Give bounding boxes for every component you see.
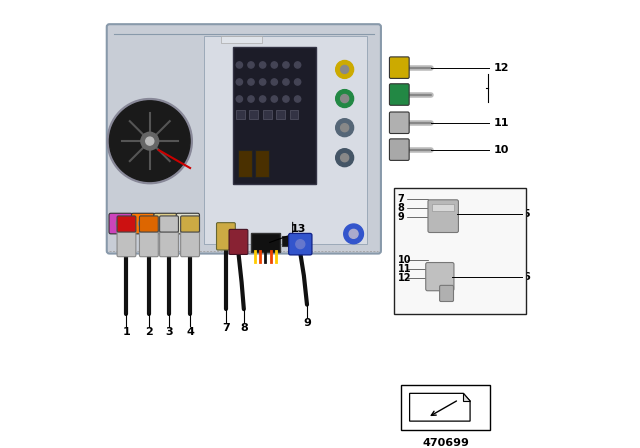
Text: 13: 13 xyxy=(291,224,307,234)
FancyBboxPatch shape xyxy=(154,213,177,234)
Text: 11: 11 xyxy=(397,264,411,274)
FancyBboxPatch shape xyxy=(289,233,312,255)
Circle shape xyxy=(294,62,301,68)
FancyBboxPatch shape xyxy=(159,229,179,257)
Circle shape xyxy=(161,219,170,228)
Polygon shape xyxy=(410,393,470,421)
Text: 7: 7 xyxy=(222,323,230,332)
Text: 5: 5 xyxy=(522,209,530,219)
FancyBboxPatch shape xyxy=(109,213,132,234)
FancyBboxPatch shape xyxy=(401,385,490,430)
Circle shape xyxy=(236,96,243,102)
Circle shape xyxy=(248,79,254,85)
Circle shape xyxy=(294,96,301,102)
Circle shape xyxy=(183,219,192,228)
Circle shape xyxy=(107,99,192,184)
FancyBboxPatch shape xyxy=(289,110,298,119)
Text: 9: 9 xyxy=(397,212,404,222)
Circle shape xyxy=(259,62,266,68)
FancyBboxPatch shape xyxy=(249,110,258,119)
FancyBboxPatch shape xyxy=(389,84,409,105)
FancyBboxPatch shape xyxy=(426,263,454,291)
Circle shape xyxy=(271,79,278,85)
FancyBboxPatch shape xyxy=(229,229,248,254)
Circle shape xyxy=(336,90,353,108)
Circle shape xyxy=(336,119,353,137)
FancyBboxPatch shape xyxy=(262,110,271,119)
FancyBboxPatch shape xyxy=(239,150,252,177)
FancyBboxPatch shape xyxy=(117,229,136,257)
Text: 7: 7 xyxy=(397,194,404,204)
Text: 3: 3 xyxy=(165,327,173,337)
FancyBboxPatch shape xyxy=(140,216,158,232)
FancyBboxPatch shape xyxy=(180,229,200,257)
FancyBboxPatch shape xyxy=(282,236,303,246)
Circle shape xyxy=(283,62,289,68)
Circle shape xyxy=(109,101,190,181)
Text: 8: 8 xyxy=(240,323,248,332)
FancyBboxPatch shape xyxy=(216,223,236,250)
FancyBboxPatch shape xyxy=(221,36,262,43)
Text: 6: 6 xyxy=(522,272,531,282)
FancyBboxPatch shape xyxy=(180,216,200,232)
Text: 1: 1 xyxy=(123,327,131,337)
FancyBboxPatch shape xyxy=(276,110,285,119)
Circle shape xyxy=(236,62,243,68)
Polygon shape xyxy=(463,393,470,401)
FancyBboxPatch shape xyxy=(159,216,179,232)
FancyBboxPatch shape xyxy=(428,200,458,233)
Text: 11: 11 xyxy=(494,118,509,128)
FancyBboxPatch shape xyxy=(440,285,454,302)
FancyBboxPatch shape xyxy=(131,213,155,234)
Circle shape xyxy=(248,96,254,102)
FancyBboxPatch shape xyxy=(389,57,409,78)
Text: 10: 10 xyxy=(397,255,411,265)
Text: 10: 10 xyxy=(494,145,509,155)
Text: 2: 2 xyxy=(145,327,153,337)
FancyBboxPatch shape xyxy=(117,216,136,232)
FancyBboxPatch shape xyxy=(255,150,269,177)
Circle shape xyxy=(141,132,159,150)
Text: 9: 9 xyxy=(303,318,311,328)
FancyBboxPatch shape xyxy=(432,204,454,211)
Circle shape xyxy=(271,96,278,102)
Text: 12: 12 xyxy=(494,63,509,73)
Circle shape xyxy=(349,229,358,238)
Circle shape xyxy=(236,79,243,85)
Circle shape xyxy=(283,96,289,102)
FancyBboxPatch shape xyxy=(232,47,316,184)
Circle shape xyxy=(259,96,266,102)
Circle shape xyxy=(248,62,254,68)
FancyBboxPatch shape xyxy=(394,188,526,314)
Circle shape xyxy=(296,240,305,249)
Circle shape xyxy=(340,124,349,132)
Circle shape xyxy=(344,224,364,244)
FancyBboxPatch shape xyxy=(107,24,381,254)
Circle shape xyxy=(340,95,349,103)
Circle shape xyxy=(294,79,301,85)
Circle shape xyxy=(259,79,266,85)
Circle shape xyxy=(116,219,125,228)
Circle shape xyxy=(283,79,289,85)
FancyBboxPatch shape xyxy=(389,112,409,134)
Circle shape xyxy=(271,62,278,68)
Circle shape xyxy=(146,137,154,145)
Circle shape xyxy=(340,154,349,162)
Text: 12: 12 xyxy=(397,273,411,283)
Circle shape xyxy=(336,149,353,167)
FancyBboxPatch shape xyxy=(236,110,244,119)
Circle shape xyxy=(138,219,147,228)
Circle shape xyxy=(336,60,353,78)
FancyBboxPatch shape xyxy=(251,233,280,252)
Text: 470699: 470699 xyxy=(422,438,469,448)
Text: 8: 8 xyxy=(397,203,404,213)
Circle shape xyxy=(340,65,349,73)
Text: 4: 4 xyxy=(186,327,194,337)
FancyBboxPatch shape xyxy=(140,229,158,257)
FancyBboxPatch shape xyxy=(176,213,200,234)
FancyBboxPatch shape xyxy=(389,139,409,160)
FancyBboxPatch shape xyxy=(204,36,367,244)
